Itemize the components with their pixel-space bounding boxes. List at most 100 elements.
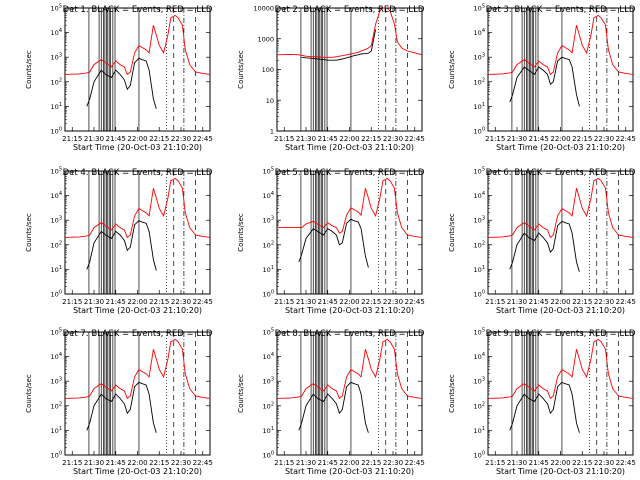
detector-panel-3: 21:15 21:30 21:45 22:00 22:15 22:30 22:4510010… — [448, 4, 636, 153]
x-axis-label: Start Time (20-Oct-03 21:10:20) — [73, 143, 202, 152]
x-tick-label: 21:45 — [318, 298, 338, 306]
exponent-label: 1 — [59, 102, 62, 108]
x-tick-label: 22:30 — [383, 135, 403, 143]
y-tick-label: 104 — [51, 352, 62, 361]
x-tick-label: 22:30 — [594, 298, 614, 306]
exponent-label: 0 — [482, 127, 485, 133]
x-tick-label: 21:30 — [507, 459, 527, 467]
x-tick-label: 22:30 — [171, 459, 191, 467]
x-tick-label: 22:00 — [550, 135, 570, 143]
exponent-label: 2 — [59, 401, 62, 407]
detector-panel-1: 21:15 21:30 21:45 22:00 22:15 22:30 22:4510010… — [25, 4, 213, 153]
x-tick-label: 21:15 — [485, 459, 505, 467]
y-axis-label: Counts/sec — [448, 213, 456, 252]
x-tick-label: 21:30 — [296, 459, 316, 467]
y-tick-label: 100 — [263, 290, 274, 299]
exponent-label: 0 — [59, 127, 62, 133]
exponent-label: 2 — [271, 240, 274, 246]
detector-panel-8: 21:15 21:30 21:45 22:00 22:15 22:30 22:4510010… — [237, 328, 425, 477]
exponent-label: 4 — [59, 352, 62, 358]
detector-panel-5: 21:15 21:30 21:45 22:00 22:15 22:30 22:4510010… — [237, 167, 425, 316]
plot-frame — [276, 7, 423, 132]
exponent-label: 2 — [59, 77, 62, 83]
x-tick-label: 21:15 — [62, 135, 82, 143]
x-tick-label: 21:15 — [485, 135, 505, 143]
plot-frame — [64, 331, 211, 456]
exponent-label: 4 — [271, 191, 274, 197]
y-tick-label: 10 — [266, 97, 274, 105]
y-tick-label: 104 — [474, 191, 485, 200]
x-axis-label: Start Time (20-Oct-03 21:10:20) — [496, 467, 625, 476]
x-tick-label: 22:00 — [127, 459, 147, 467]
x-tick-label: 21:30 — [507, 298, 527, 306]
x-tick-label: 22:45 — [193, 135, 213, 143]
x-tick-label: 21:30 — [84, 459, 104, 467]
y-tick-label: 101 — [474, 265, 485, 274]
y-tick-label: 101 — [51, 426, 62, 435]
y-tick-label: 105 — [263, 328, 274, 337]
exponent-label: 2 — [482, 77, 485, 83]
plot-frame — [64, 7, 211, 132]
x-tick-label: 21:45 — [318, 135, 338, 143]
y-tick-label: 105 — [474, 4, 485, 13]
panel-title: Det 9: BLACK = Events, RED = LLD — [486, 329, 636, 339]
detector-panel-9: 21:15 21:30 21:45 22:00 22:15 22:30 22:4510010… — [448, 328, 636, 477]
x-tick-label: 22:15 — [572, 135, 592, 143]
panel-title: Det 5: BLACK = Events, RED = LLD — [275, 168, 425, 178]
y-tick-label: 100 — [474, 127, 485, 136]
y-tick-label: 100 — [262, 66, 274, 74]
detector-panel-2: 21:15 21:30 21:45 22:00 22:15 22:30 22:45 1 10 10… — [237, 5, 425, 153]
y-tick-label: 103 — [51, 377, 62, 386]
y-tick-label: 104 — [51, 28, 62, 37]
x-tick-label: 21:30 — [507, 135, 527, 143]
x-tick-label: 22:30 — [171, 135, 191, 143]
x-tick-label: 21:15 — [274, 135, 294, 143]
exponent-label: 4 — [482, 28, 485, 34]
y-tick-label: 105 — [51, 328, 62, 337]
y-tick-label: 102 — [474, 401, 485, 410]
exponent-label: 1 — [271, 265, 274, 271]
x-tick-label: 22:15 — [149, 298, 169, 306]
y-tick-label: 103 — [263, 377, 274, 386]
y-tick-label: 103 — [474, 216, 485, 225]
exponent-label: 4 — [271, 352, 274, 358]
x-tick-label: 22:15 — [572, 298, 592, 306]
x-tick-label: 22:15 — [149, 459, 169, 467]
y-tick-label: 103 — [474, 377, 485, 386]
events-series-line — [509, 56, 580, 107]
x-tick-label: 22:00 — [339, 459, 359, 467]
x-tick-label: 21:45 — [106, 459, 126, 467]
x-tick-label: 21:15 — [274, 459, 294, 467]
exponent-label: 3 — [59, 377, 62, 383]
y-axis-label: Counts/sec — [448, 50, 456, 89]
lld-series-line — [487, 177, 634, 239]
y-tick-label: 100 — [474, 451, 485, 460]
lld-series-line — [276, 7, 423, 58]
exponent-label: 5 — [271, 167, 274, 173]
y-tick-label: 101 — [51, 102, 62, 111]
y-tick-label: 104 — [263, 191, 274, 200]
x-tick-label: 21:45 — [318, 459, 338, 467]
exponent-label: 1 — [271, 426, 274, 432]
y-tick-label: 102 — [474, 240, 485, 249]
y-tick-label: 102 — [51, 401, 62, 410]
x-tick-label: 22:30 — [594, 135, 614, 143]
exponent-label: 2 — [482, 401, 485, 407]
y-tick-label: 102 — [263, 401, 274, 410]
x-tick-label: 21:30 — [296, 135, 316, 143]
y-tick-label: 103 — [263, 216, 274, 225]
exponent-label: 2 — [59, 240, 62, 246]
lld-series-line — [64, 14, 211, 76]
y-tick-label: 104 — [263, 352, 274, 361]
x-tick-label: 21:45 — [529, 135, 549, 143]
y-tick-label: 101 — [474, 102, 485, 111]
exponent-label: 2 — [482, 240, 485, 246]
exponent-label: 0 — [482, 451, 485, 457]
y-tick-label: 103 — [51, 216, 62, 225]
exponent-label: 5 — [59, 4, 62, 10]
y-tick-label: 104 — [51, 191, 62, 200]
x-tick-label: 22:00 — [550, 298, 570, 306]
panel-title: Det 8: BLACK = Events, RED = LLD — [275, 329, 425, 339]
y-tick-label: 103 — [474, 53, 485, 62]
exponent-label: 3 — [482, 216, 485, 222]
